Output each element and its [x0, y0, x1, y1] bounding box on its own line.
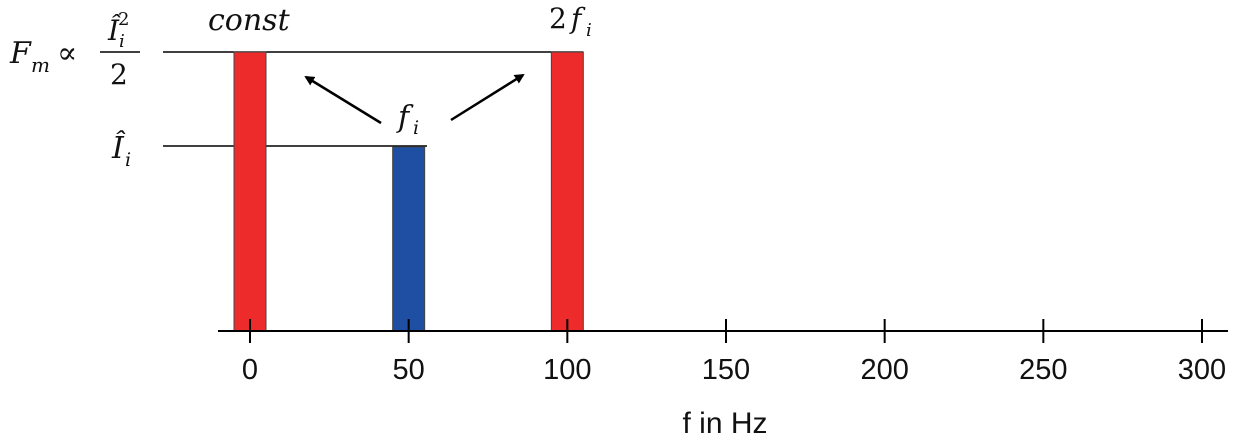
- x-tick-label-200: 200: [860, 354, 908, 386]
- svg-text:f: f: [396, 100, 414, 135]
- bars: [233, 51, 584, 332]
- x-tick-label-100: 100: [543, 354, 591, 386]
- bar-100hz: [550, 51, 584, 332]
- svg-text:Î: Î: [111, 130, 126, 166]
- level-label-fm: F m ∝ Î i 2 2: [9, 9, 140, 91]
- x-tick-label-300: 300: [1178, 354, 1226, 386]
- arrow-to-const: [304, 75, 382, 125]
- x-axis-ticks: 0 50 100 150 200 250 300: [242, 319, 1226, 386]
- svg-text:m: m: [31, 53, 50, 77]
- svg-text:i: i: [119, 31, 125, 52]
- bar-50hz: [392, 146, 426, 332]
- annotation-const: const: [208, 3, 291, 38]
- svg-text:2: 2: [110, 58, 128, 91]
- svg-text:2: 2: [118, 9, 129, 30]
- x-tick-label-50: 50: [393, 354, 425, 386]
- svg-text:i: i: [413, 117, 419, 139]
- svg-text:f: f: [569, 2, 586, 35]
- svg-text:Î: Î: [107, 14, 121, 47]
- svg-text:i: i: [586, 20, 592, 41]
- annotation-2fi: 2 f i: [549, 2, 592, 41]
- svg-text:i: i: [125, 149, 131, 171]
- svg-text:∝: ∝: [57, 36, 77, 71]
- svg-text:2: 2: [549, 2, 567, 35]
- level-label-ii: Î i: [111, 130, 131, 171]
- arrow-to-2fi: [450, 73, 525, 122]
- x-tick-label-0: 0: [242, 354, 258, 386]
- x-tick-label-150: 150: [702, 354, 750, 386]
- annotation-fi: f i: [396, 100, 419, 139]
- x-tick-label-250: 250: [1019, 354, 1067, 386]
- bar-0hz: [233, 51, 267, 332]
- svg-text:F: F: [9, 36, 32, 71]
- x-axis-label: f in Hz: [682, 407, 767, 440]
